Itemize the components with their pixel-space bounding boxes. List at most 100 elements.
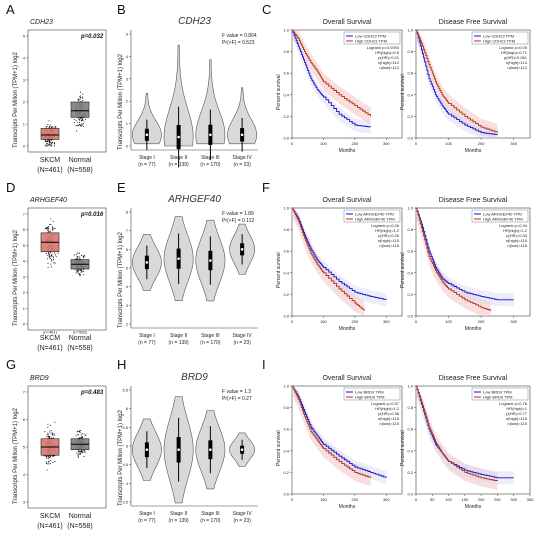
jitter-point bbox=[77, 434, 79, 436]
jitter-point bbox=[53, 252, 56, 254]
y-tick-label: 4 bbox=[23, 472, 26, 477]
jitter-point bbox=[47, 145, 49, 147]
km-legend bbox=[343, 387, 401, 401]
km-stat: n(low)=115 bbox=[507, 243, 527, 248]
jitter-point bbox=[47, 434, 49, 436]
jitter-point bbox=[52, 461, 54, 464]
panel-label-e: E bbox=[117, 180, 126, 195]
jitter-point bbox=[57, 252, 59, 254]
y-tick-label: 6 bbox=[23, 227, 26, 232]
stage-label: Stage II bbox=[170, 155, 187, 161]
y-tick-label: 4 bbox=[126, 284, 129, 289]
category-n: (N=558) bbox=[67, 345, 92, 352]
km-frame bbox=[415, 207, 531, 317]
km-stat: p(HR)=0.26 bbox=[378, 233, 400, 238]
jitter-point bbox=[53, 145, 56, 147]
y-tick-label: 3 bbox=[23, 78, 26, 83]
jitter-point bbox=[76, 452, 78, 454]
jitter-point bbox=[51, 253, 53, 255]
jitter-point bbox=[77, 430, 79, 433]
disease-free-survival-BRD9: Disease Free Survival Percent survival Mon… bbox=[400, 375, 534, 510]
stage-label: Stage IV bbox=[233, 511, 253, 517]
box-plot-CDH23: CDH23 p=0.032 Transcripts Per Milion (TPM+… bbox=[13, 19, 107, 174]
jitter-point bbox=[51, 432, 54, 434]
stage-label: Stage III bbox=[201, 511, 220, 517]
jitter-point bbox=[48, 252, 50, 254]
y-tick-label: 0.8 bbox=[283, 227, 289, 232]
y-tick-label: 5 bbox=[126, 266, 129, 271]
jitter-point bbox=[83, 120, 85, 122]
jitter-point bbox=[53, 259, 55, 261]
jitter-point bbox=[47, 266, 49, 268]
km-confidence-band bbox=[416, 208, 491, 316]
jitter-point bbox=[47, 432, 49, 434]
x-tick-label: 100 bbox=[445, 319, 452, 324]
jitter-point bbox=[75, 435, 77, 437]
km-stat: HR(high)=1.2 bbox=[375, 228, 400, 233]
jitter-point bbox=[45, 227, 47, 229]
x-tick-label: 200 bbox=[478, 319, 485, 324]
jitter-point bbox=[81, 123, 83, 125]
jitter-point bbox=[75, 253, 77, 255]
jitter-point bbox=[80, 271, 82, 273]
jitter-point bbox=[49, 254, 51, 256]
jitter-point bbox=[47, 462, 49, 464]
stage-n: (n = 170) bbox=[200, 162, 220, 168]
km-x-label: Months bbox=[465, 148, 482, 154]
km-stat: HR(high)=1.2 bbox=[375, 406, 400, 411]
overall-survival-CDH23: Overall Survival Percent survival Months 0.… bbox=[276, 19, 403, 154]
f-value: F value = 1.89 bbox=[222, 211, 254, 217]
km-x-label: Months bbox=[465, 326, 482, 332]
category-label: Normal bbox=[69, 335, 92, 342]
jitter-point bbox=[77, 121, 79, 124]
km-curve-high bbox=[416, 385, 498, 481]
jitter-point bbox=[52, 437, 55, 439]
y-axis-label: Transcripts Per Milion (TPM+1) log2 bbox=[13, 229, 19, 326]
km-stat: n(high)=115 bbox=[378, 416, 400, 421]
y-tick-label: 3 bbox=[23, 274, 26, 279]
x-tick-label: 0 bbox=[415, 141, 418, 146]
jitter-point bbox=[45, 140, 47, 142]
jitter-point bbox=[78, 450, 80, 452]
km-title: Disease Free Survival bbox=[439, 19, 508, 26]
jitter-point bbox=[50, 459, 52, 461]
jitter-point bbox=[53, 142, 55, 144]
stage-label: Stage I bbox=[139, 333, 155, 339]
f-value: F value = 0.804 bbox=[222, 33, 257, 39]
jitter-point bbox=[49, 142, 51, 144]
y-tick-label: 3.5 bbox=[122, 500, 128, 505]
jitter-point bbox=[79, 123, 81, 125]
jitter-point bbox=[49, 223, 51, 225]
y-tick-label: 4.5 bbox=[122, 462, 128, 467]
km-stat: HR(high)=0.71 bbox=[501, 50, 528, 55]
x-tick-label: 100 bbox=[320, 141, 327, 146]
jitter-point bbox=[45, 455, 47, 457]
overall-survival-BRD9: Overall Survival Percent survival Months 0.… bbox=[276, 375, 403, 510]
jitter-point bbox=[48, 120, 50, 122]
x-tick-label: 50 bbox=[430, 497, 435, 502]
x-tick-label: 200 bbox=[478, 497, 485, 502]
jitter-point bbox=[46, 140, 48, 143]
jitter-point bbox=[75, 269, 77, 271]
jitter-point bbox=[50, 224, 52, 226]
violin-median bbox=[145, 261, 149, 264]
jitter-point bbox=[47, 262, 49, 264]
y-tick-label: 0.2 bbox=[407, 292, 413, 297]
km-curve-high bbox=[416, 29, 498, 133]
jitter-point bbox=[84, 450, 86, 452]
km-frame bbox=[291, 29, 403, 139]
y-tick-label: 5 bbox=[23, 445, 26, 450]
km-stat: n(high)=114 bbox=[378, 60, 400, 65]
y-tick-label: 0.4 bbox=[283, 92, 289, 97]
km-stat: HR(high)=1.2 bbox=[503, 228, 528, 233]
jitter-point bbox=[48, 144, 50, 146]
y-tick-label: 8 bbox=[126, 210, 129, 215]
jitter-point bbox=[80, 434, 82, 436]
x-tick-label: 0 bbox=[291, 497, 294, 502]
stage-label: Stage II bbox=[170, 333, 187, 339]
km-curve-high bbox=[292, 29, 372, 117]
panel-label-g: G bbox=[6, 357, 16, 372]
x-tick-label: 200 bbox=[352, 497, 359, 502]
stage-n: (n = 170) bbox=[200, 518, 220, 524]
